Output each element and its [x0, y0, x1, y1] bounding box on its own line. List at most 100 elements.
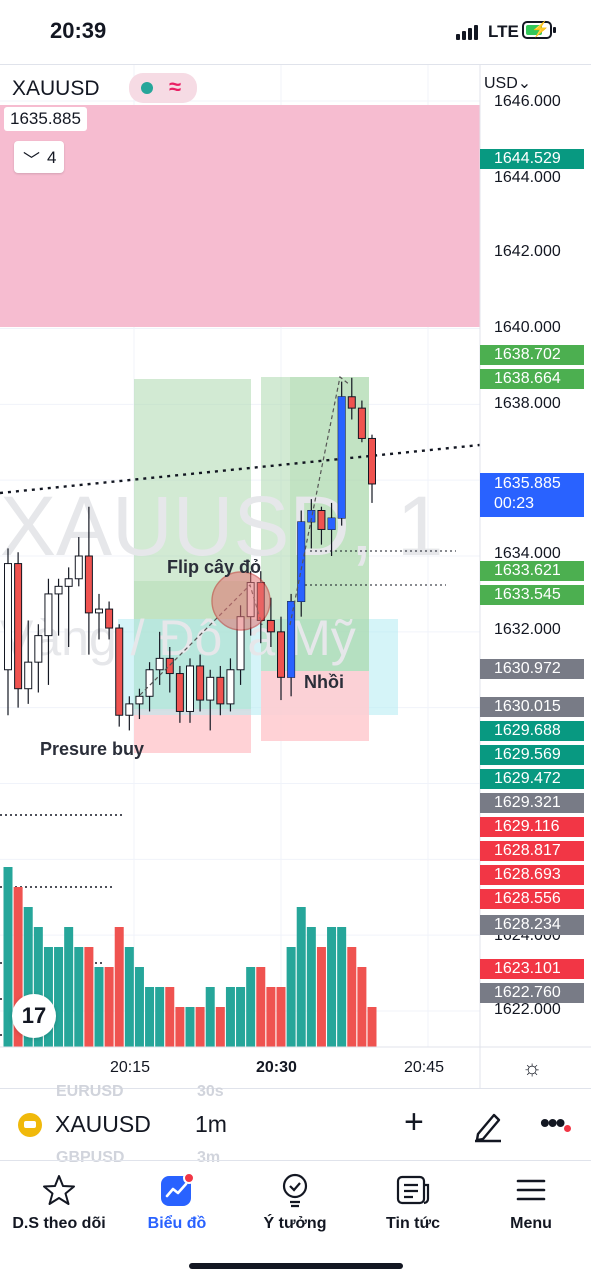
- chart-area[interactable]: XAUUSD, 1 Vàng / Đô la Mỹ XAUUSD ≈ 1635.8…: [0, 64, 591, 1089]
- price-scale-label: 1640.000: [494, 319, 561, 336]
- price-tag: 1628.693: [480, 865, 584, 885]
- stop-zone-2: [261, 671, 369, 741]
- watermark-description: Vàng / Đô la Mỹ: [0, 610, 356, 666]
- volume-bar: [54, 947, 64, 1047]
- trend-line: [0, 443, 481, 495]
- chevron-down-icon: ﹀: [23, 151, 40, 170]
- indicator-count: 4: [47, 148, 57, 167]
- picker-next-interval[interactable]: 3m: [197, 1149, 221, 1166]
- volume-bar: [145, 987, 155, 1047]
- status-time: 20:39: [50, 18, 107, 43]
- volume-bar: [276, 987, 286, 1047]
- home-indicator: [189, 1263, 403, 1269]
- interval-selector[interactable]: 1m: [195, 1111, 227, 1137]
- volume-bar: [175, 1007, 185, 1047]
- price-tag: 1633.545: [480, 585, 584, 605]
- network-label: LTE: [488, 22, 519, 41]
- symbol-toolbar[interactable]: EURUSD 30s XAUUSD 1m GBPUSD 3m + •••: [0, 1083, 591, 1166]
- volume-bar: [337, 927, 347, 1047]
- volume-bar: [165, 987, 175, 1047]
- market-open-icon: [141, 82, 153, 94]
- price-tag: 1628.817: [480, 841, 584, 861]
- price-tag: 1628.556: [480, 889, 584, 909]
- menu-icon: [516, 1179, 546, 1201]
- time-label: 20:30: [256, 1059, 297, 1076]
- volume-bar: [327, 927, 337, 1047]
- settings-icon[interactable]: ☼: [522, 1055, 543, 1080]
- price-tag: 1629.688: [480, 721, 584, 741]
- chart-canvas[interactable]: XAUUSD, 1 Vàng / Đô la Mỹ: [0, 65, 591, 1089]
- market-status[interactable]: ≈: [129, 73, 197, 103]
- candle: [44, 593, 53, 637]
- candle: [226, 669, 235, 705]
- candle: [125, 703, 134, 716]
- status-bar: 20:39 LTE ⚡: [0, 0, 591, 64]
- volume-bar: [316, 947, 326, 1047]
- nav-menu[interactable]: Menu: [472, 1169, 590, 1233]
- candle: [186, 665, 194, 712]
- price-tag: 1633.621: [480, 561, 584, 581]
- price-tag: 1638.702: [480, 345, 584, 365]
- annotation-flip[interactable]: Flip cây đỏ: [167, 557, 262, 577]
- volume-bar: [13, 887, 23, 1047]
- candle: [317, 510, 326, 530]
- candle: [206, 676, 215, 701]
- annotation-pressure-buy[interactable]: Presure buy: [40, 739, 145, 759]
- nav-watchlist[interactable]: D.S theo dõi: [0, 1169, 118, 1233]
- stop-zone: [134, 709, 251, 753]
- picker-prev-symbol[interactable]: EURUSD: [56, 1083, 124, 1100]
- nav-chart[interactable]: Biểu đồ: [118, 1169, 236, 1233]
- candle: [216, 676, 225, 705]
- picker-prev-interval[interactable]: 30s: [197, 1083, 224, 1100]
- more-icon[interactable]: •••: [540, 1107, 571, 1139]
- candle: [165, 657, 174, 675]
- price-tag: 1638.664: [480, 369, 584, 389]
- volume-bar: [43, 947, 53, 1047]
- candle: [74, 555, 83, 580]
- pen-icon[interactable]: [470, 1107, 506, 1143]
- volume-bar: [114, 927, 124, 1047]
- picker-next-symbol[interactable]: GBPUSD: [56, 1149, 125, 1166]
- volume-bar: [367, 1007, 377, 1047]
- price-scale-label: 1638.000: [494, 395, 561, 412]
- chart-symbol[interactable]: XAUUSD: [12, 77, 100, 100]
- time-label: 20:15: [110, 1059, 151, 1076]
- volume-bar: [64, 927, 74, 1047]
- volume-bar: [195, 1007, 205, 1047]
- candle: [14, 563, 23, 690]
- candle: [196, 665, 205, 701]
- long-position-zone-2: [261, 377, 369, 671]
- tradingview-logo[interactable]: 17: [12, 994, 56, 1038]
- projection-line: [289, 375, 351, 626]
- symbol-selector[interactable]: XAUUSD: [55, 1111, 151, 1137]
- nav-ideas[interactable]: Ý tưởng: [236, 1169, 354, 1233]
- price-scale-label: 1632.000: [494, 621, 561, 638]
- candle: [338, 396, 346, 519]
- volume-bar: [246, 967, 256, 1047]
- candle: [84, 555, 93, 614]
- volume-bar: [3, 867, 13, 1047]
- volume-bar: [236, 987, 246, 1047]
- candle: [297, 521, 305, 602]
- price-scale-label: 1634.000: [494, 545, 561, 562]
- indicators-toggle-button[interactable]: ﹀ 4: [14, 141, 64, 173]
- annotation-add[interactable]: Nhồi: [304, 672, 344, 692]
- candle: [145, 669, 154, 697]
- price-tag: 1622.760: [480, 983, 584, 1003]
- price-scale-label: 1622.000: [494, 1001, 561, 1018]
- price-tag: 1629.569: [480, 745, 584, 765]
- nav-news[interactable]: Tin tức: [354, 1169, 472, 1233]
- volume-bar: [347, 947, 357, 1047]
- time-label: 20:45: [404, 1059, 445, 1076]
- volume-bar: [286, 947, 296, 1047]
- wave-icon: ≈: [169, 74, 182, 99]
- news-icon: [396, 1175, 430, 1205]
- candle: [54, 585, 63, 595]
- flip-marker: [211, 571, 271, 631]
- add-icon[interactable]: +: [404, 1103, 424, 1141]
- candle: [266, 619, 275, 633]
- volume-bar: [155, 987, 165, 1047]
- volume-bar: [134, 967, 144, 1047]
- watermark-symbol: XAUUSD, 1: [0, 479, 443, 573]
- currency-selector[interactable]: USD⌄: [484, 75, 532, 92]
